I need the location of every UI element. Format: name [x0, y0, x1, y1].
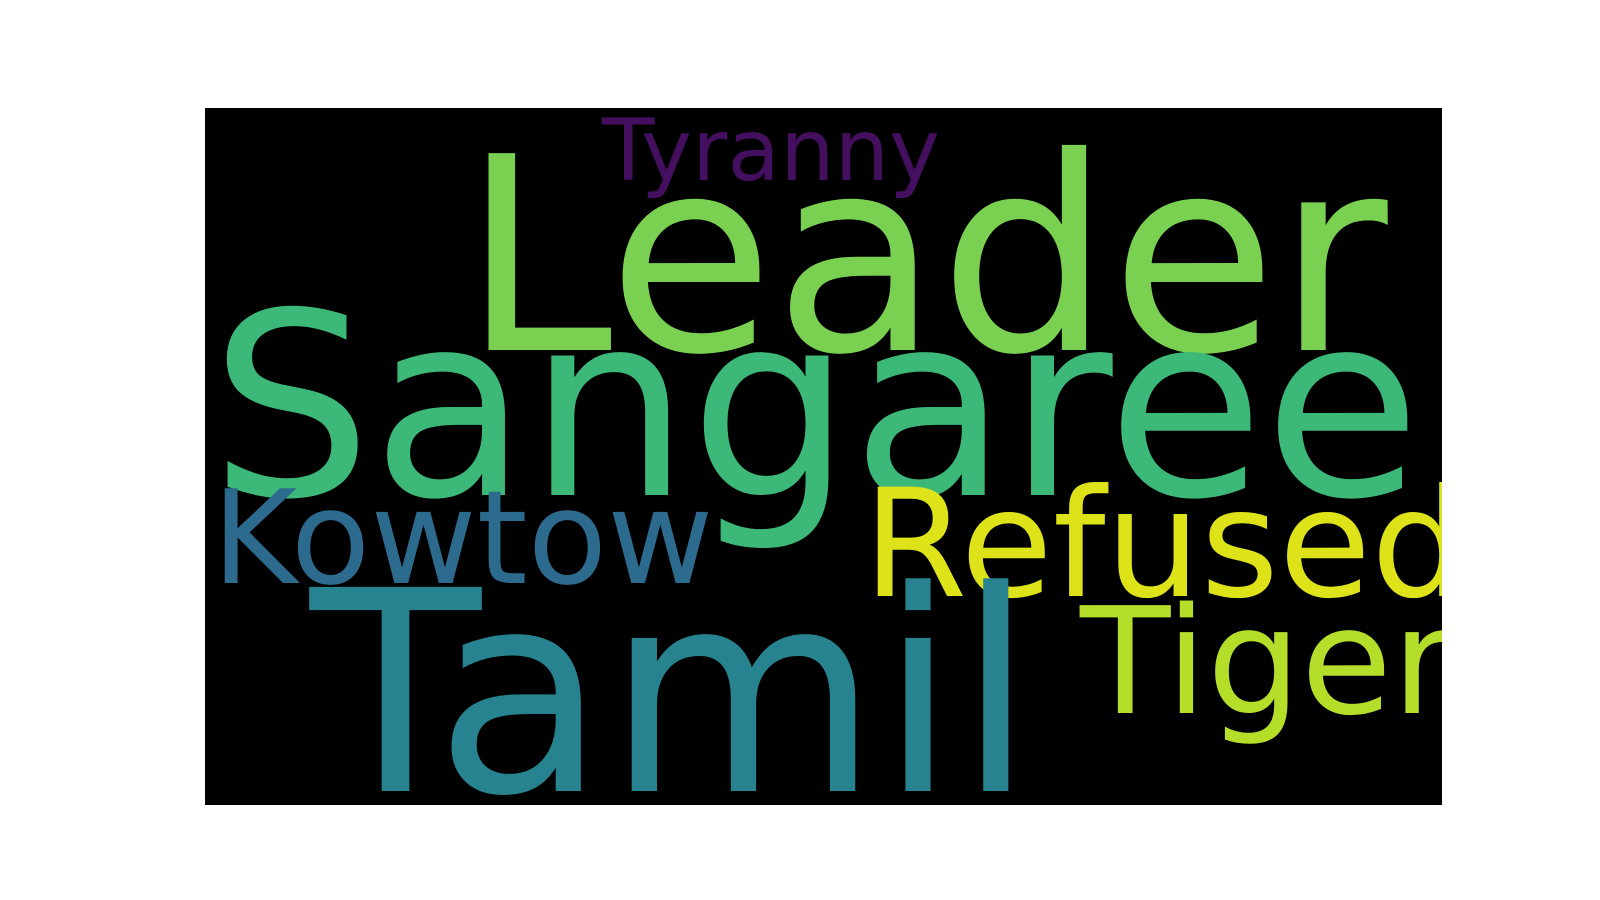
word-cloud-canvas: Tyranny Leader Sangaree Kowtow Refused T…: [205, 108, 1442, 805]
word-tamil: Tamil: [310, 532, 1035, 805]
word-leader: Leader: [462, 108, 1388, 414]
word-refused: Refused: [863, 458, 1442, 632]
word-tiger: Tiger: [1080, 576, 1442, 748]
word-tyranny: Tyranny: [602, 108, 940, 201]
word-kowtow: Kowtow: [212, 462, 714, 614]
word-sangaree: Sangaree: [210, 259, 1421, 556]
